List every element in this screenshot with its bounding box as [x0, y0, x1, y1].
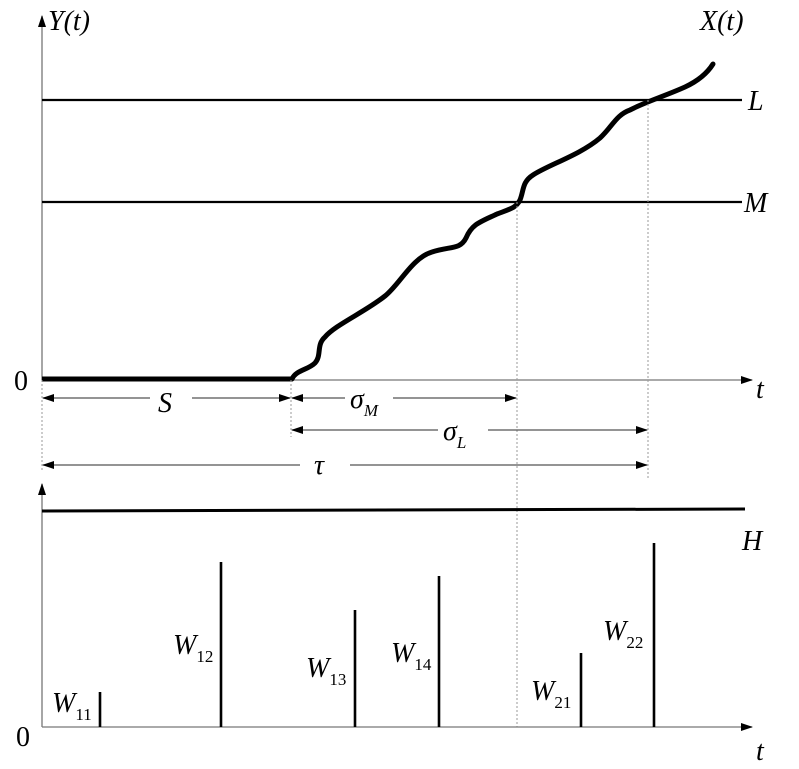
origin-label-bottom: 0	[16, 722, 30, 753]
curve-label: X(t)	[699, 6, 744, 37]
bars	[98, 543, 656, 727]
label-W21: W21	[531, 676, 571, 712]
level-L-label: L	[747, 86, 764, 117]
label-sigma-M: σM	[350, 384, 379, 420]
level-M-label: M	[743, 188, 769, 219]
origin-label-top: 0	[14, 366, 28, 397]
label-W13: W13	[306, 653, 346, 689]
y-axis-label: Y(t)	[48, 6, 90, 37]
level-H-line	[41, 507, 746, 513]
label-W22: W22	[603, 616, 643, 652]
level-H-label: H	[741, 526, 764, 557]
t-axis-label-bottom: t	[756, 736, 765, 767]
label-tau: τ	[314, 450, 325, 481]
label-W11: W11	[52, 688, 92, 724]
t-axis-label-top: t	[756, 374, 765, 405]
label-sigma-L: σL	[443, 416, 466, 452]
label-W12: W12	[173, 630, 213, 666]
label-S: S	[158, 388, 172, 419]
label-W14: W14	[391, 638, 432, 674]
process-curve	[289, 61, 716, 382]
